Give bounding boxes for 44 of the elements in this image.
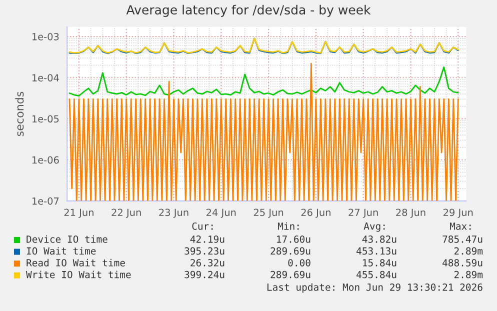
text: 289.69u bbox=[270, 247, 310, 255]
text: Cur: bbox=[192, 222, 213, 230]
x-tick-label: 22 Jun bbox=[112, 208, 141, 218]
text: 395.23u bbox=[184, 247, 224, 255]
y-tick-label: 1e-06 bbox=[32, 156, 59, 164]
legend-label: Device IO time bbox=[26, 235, 108, 243]
y-tick-label: 1e-03 bbox=[32, 33, 59, 40]
legend-label: IO Wait time bbox=[26, 247, 96, 255]
text: 785.47u bbox=[442, 235, 482, 243]
line-series bbox=[68, 62, 459, 201]
text: 455.84u bbox=[356, 270, 396, 278]
x-tick-label: 27 Jun bbox=[348, 208, 378, 218]
text: 0.00 bbox=[288, 259, 310, 266]
text: 2.89m bbox=[454, 247, 483, 255]
text: 2.89m bbox=[454, 270, 483, 278]
x-tick-label: 26 Jun bbox=[301, 208, 330, 218]
text: 289.69u bbox=[270, 270, 310, 278]
text: 488.59u bbox=[442, 259, 482, 266]
x-tick-label: 29 Jun bbox=[444, 208, 473, 218]
text: 399.24u bbox=[184, 270, 224, 278]
chart-title: Average latency for /dev/sda - by week bbox=[126, 4, 371, 17]
y-tick-label: 1e-07 bbox=[32, 197, 59, 205]
x-tick-label: 24 Jun bbox=[206, 208, 236, 218]
line-series bbox=[68, 38, 459, 54]
y-tick-label: 1e-05 bbox=[32, 115, 59, 123]
text: 15.84u bbox=[363, 259, 396, 266]
legend-label: Read IO Wait time bbox=[26, 258, 125, 266]
text: Avg: bbox=[364, 222, 385, 232]
text: Min: bbox=[278, 222, 299, 230]
text: 26.32u bbox=[190, 259, 224, 266]
x-tick-label: 21 Jun bbox=[64, 208, 94, 218]
x-tick-label: 28 Jun bbox=[396, 208, 426, 218]
text: Max: bbox=[450, 222, 471, 230]
text: 42.19u bbox=[190, 235, 224, 243]
text: 17.60u bbox=[277, 235, 310, 243]
text: Last update: Mon Jun 29 13:30:21 2026 bbox=[267, 283, 482, 293]
y-axis-title: seconds bbox=[15, 92, 24, 136]
text: 453.13u bbox=[356, 247, 396, 255]
line-series bbox=[68, 66, 459, 97]
text: 43.82u bbox=[362, 235, 396, 243]
x-tick-label: 25 Jun bbox=[254, 208, 284, 218]
legend-label: Write IO Wait time bbox=[26, 270, 131, 278]
y-tick-label: 1e-04 bbox=[32, 74, 59, 82]
x-tick-label: 23 Jun bbox=[159, 208, 188, 218]
